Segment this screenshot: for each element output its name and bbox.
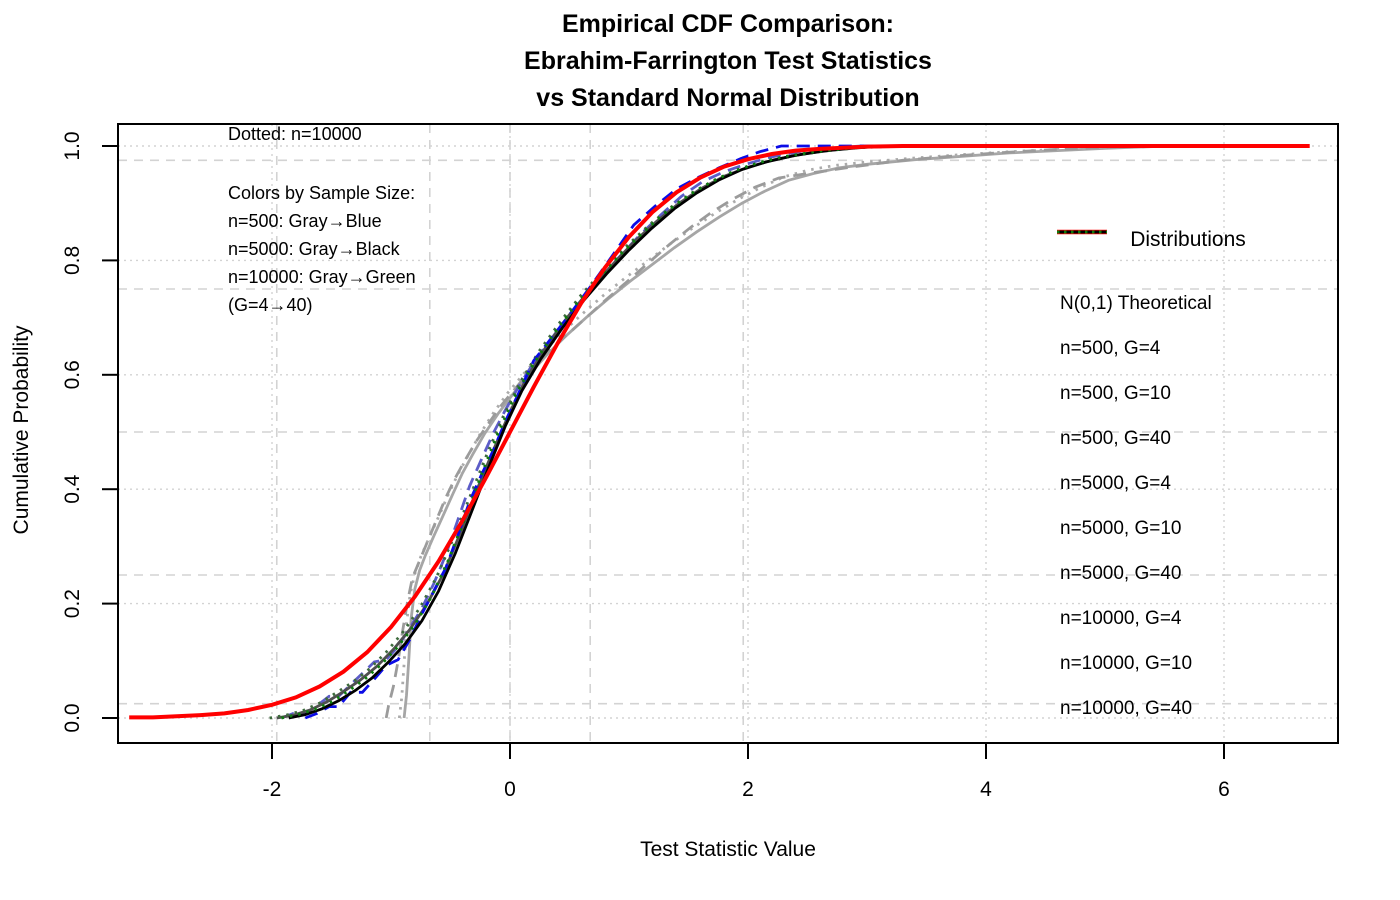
annotation-colors-title: Colors by Sample Size: xyxy=(228,183,416,203)
legend-item-label: n=10000, G=40 xyxy=(1060,697,1193,719)
legend-item-label: n=500, G=10 xyxy=(1060,382,1171,404)
x-tick-label: 6 xyxy=(1218,778,1230,801)
legend-item: n=10000, G=10 xyxy=(1040,230,1336,686)
legend-item-label: n=5000, G=40 xyxy=(1060,562,1182,584)
plot-box xyxy=(117,123,1339,744)
curve-n-0-1-theoretical xyxy=(129,144,1310,720)
legend-item-label: n=500, G=4 xyxy=(1060,337,1161,359)
y-tick-label: 0.8 xyxy=(61,246,84,275)
y-tick-label: 0.6 xyxy=(61,360,84,389)
x-tick-label: 2 xyxy=(742,778,754,801)
legend-swatch-dotted-line xyxy=(1057,230,1107,234)
legend-item: N(0,1) Theoretical xyxy=(1040,229,1336,326)
legend-item-label: n=5000, G=4 xyxy=(1060,472,1171,494)
legend-item: n=5000, G=10 xyxy=(1040,230,1336,551)
annotation-colors-n5000: n=5000: Gray→Black xyxy=(228,239,400,259)
chart-title-line3: vs Standard Normal Distribution xyxy=(536,84,920,112)
curve-n-500-g-4 xyxy=(384,144,1248,719)
x-tick-label: 0 xyxy=(504,778,516,801)
legend-item: n=5000, G=40 xyxy=(1040,230,1336,596)
legend-item-label: n=500, G=40 xyxy=(1060,427,1171,449)
annotation-colors-n10000: n=10000: Gray→Green xyxy=(228,267,416,287)
curve-n-500-g-40 xyxy=(304,144,1254,720)
legend-item: n=5000, G=4 xyxy=(1040,230,1336,506)
chart-title-line2: Ebrahim-Farrington Test Statistics xyxy=(524,47,932,75)
legend-title: Distributions xyxy=(1130,228,1246,251)
y-tick-label: 0.2 xyxy=(61,589,84,618)
chart-title-line1: Empirical CDF Comparison: xyxy=(562,10,894,38)
legend-item: n=10000, G=40 xyxy=(1040,230,1336,731)
legend-item-label: N(0,1) Theoretical xyxy=(1060,292,1212,314)
legend-item: n=500, G=40 xyxy=(1040,230,1336,461)
y-tick-label: 1.0 xyxy=(61,131,84,160)
y-tick-label: 0.4 xyxy=(61,474,84,504)
annotation-colors-n500: n=500: Gray→Blue xyxy=(228,211,382,231)
annotation-colors-range: (G=4→40) xyxy=(228,295,313,315)
legend-item: n=500, G=10 xyxy=(1040,230,1336,416)
legend-item-label: n=10000, G=4 xyxy=(1060,607,1182,629)
annotation-colors-note: Colors by Sample Size: n=500: Gray→Blue … xyxy=(228,179,416,319)
curve-n-5000-g-40 xyxy=(288,144,1248,720)
legend-item: n=10000, G=4 xyxy=(1040,230,1336,641)
legend-rows: N(0,1) Theoretical n=500, G=4 n=500, G=10 n… xyxy=(1040,229,1336,731)
legend: Distributions N(0,1) Theoretical n=500, G… xyxy=(1040,228,1336,731)
y-axis-label: Cumulative Probability xyxy=(10,325,33,535)
chart-title: Empirical CDF Comparison: Ebrahim-Farrin… xyxy=(28,6,1400,117)
annotation-dotted-note: Dotted: n=10000 xyxy=(228,124,362,144)
legend-item: n=500, G=4 xyxy=(1040,230,1336,371)
x-tick-label: 4 xyxy=(980,778,992,801)
x-tick-label: -2 xyxy=(263,778,282,801)
legend-item-label: n=5000, G=10 xyxy=(1060,517,1182,539)
x-axis-label: Test Statistic Value xyxy=(640,838,816,861)
legend-item-label: n=10000, G=10 xyxy=(1060,652,1193,674)
y-tick-label: 0.0 xyxy=(61,703,84,732)
